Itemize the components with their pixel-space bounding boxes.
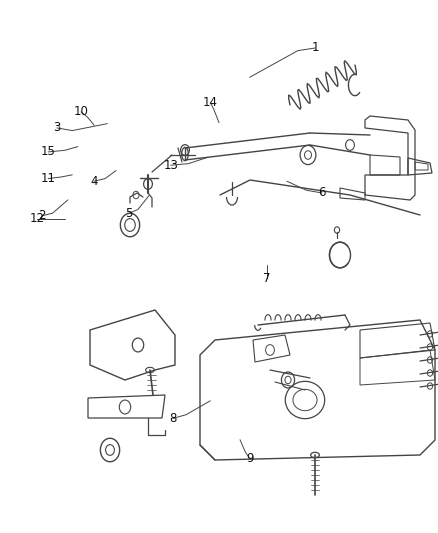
- Text: 6: 6: [318, 187, 326, 199]
- Text: 12: 12: [30, 212, 45, 225]
- Text: 13: 13: [163, 159, 178, 172]
- Text: 11: 11: [41, 172, 56, 185]
- Text: 10: 10: [74, 106, 88, 118]
- Text: 4: 4: [90, 175, 98, 188]
- Text: 1: 1: [311, 42, 319, 54]
- Text: 15: 15: [41, 146, 56, 158]
- Text: 2: 2: [38, 209, 46, 222]
- Text: 5: 5: [126, 207, 133, 220]
- Text: 3: 3: [53, 122, 60, 134]
- Text: 8: 8: [170, 412, 177, 425]
- Text: 9: 9: [246, 452, 254, 465]
- Text: 14: 14: [203, 96, 218, 109]
- Text: 7: 7: [263, 272, 271, 285]
